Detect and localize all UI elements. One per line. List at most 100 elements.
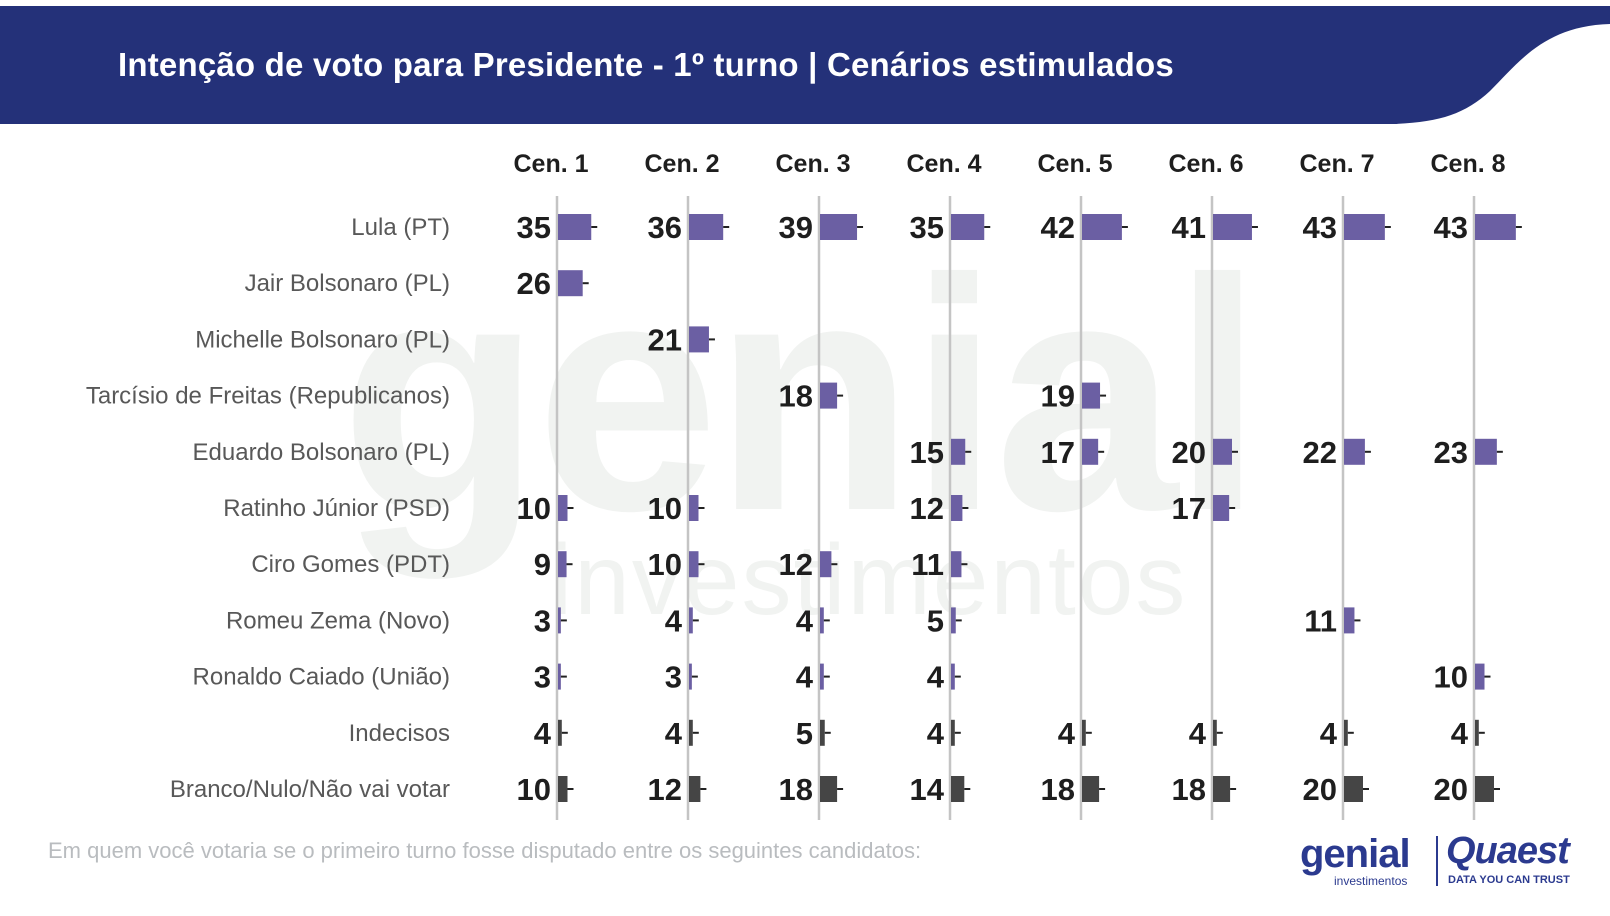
logo-divider (1436, 836, 1438, 886)
header-banner: Intenção de voto para Presidente - 1º tu… (0, 6, 1610, 124)
bar-indecisos-cen-8 (1475, 719, 1479, 746)
bar-eduardo-bolsonaro-pl-cen-6 (1213, 438, 1232, 465)
bar-eduardo-bolsonaro-pl-cen-4 (951, 438, 966, 465)
bar-indecisos-cen-6 (1213, 719, 1217, 746)
bar-romeu-zema-novo-cen-2 (689, 607, 693, 634)
bar-ciro-gomes-pdt-cen-3 (820, 551, 832, 578)
value-label-lula-pt-cen-8: 43 (1434, 210, 1468, 245)
row-label-tarcisio-de-freitas-republicanos: Tarcísio de Freitas (Republicanos) (86, 383, 450, 410)
value-label-lula-pt-cen-2: 36 (648, 210, 682, 245)
bar-eduardo-bolsonaro-pl-cen-5 (1082, 438, 1099, 465)
value-label-indecisos-cen-7: 4 (1320, 716, 1338, 751)
row-label-lula-pt: Lula (PT) (351, 214, 450, 241)
value-label-eduardo-bolsonaro-pl-cen-7: 22 (1303, 435, 1337, 470)
value-label-branco-nulo-nao-vai-votar-cen-3: 18 (779, 772, 813, 807)
value-label-eduardo-bolsonaro-pl-cen-4: 15 (910, 435, 944, 470)
value-label-branco-nulo-nao-vai-votar-cen-2: 12 (648, 772, 682, 807)
value-label-ratinho-junior-psd-cen-4: 12 (910, 491, 944, 526)
value-label-tarcisio-de-freitas-republicanos-cen-3: 18 (779, 379, 813, 414)
bar-lula-pt-cen-2 (689, 214, 724, 240)
bar-ronaldo-caiado-uniao-cen-3 (820, 663, 824, 690)
value-label-eduardo-bolsonaro-pl-cen-6: 20 (1172, 435, 1206, 470)
value-label-indecisos-cen-2: 4 (665, 716, 683, 751)
bar-indecisos-cen-1 (558, 719, 562, 746)
header-background (0, 6, 1610, 124)
bar-branco-nulo-nao-vai-votar-cen-2 (689, 776, 701, 802)
bar-branco-nulo-nao-vai-votar-cen-7 (1344, 776, 1363, 802)
bar-lula-pt-cen-1 (558, 214, 592, 240)
value-label-ronaldo-caiado-uniao-cen-3: 4 (796, 660, 814, 695)
bar-branco-nulo-nao-vai-votar-cen-6 (1213, 776, 1231, 802)
value-label-lula-pt-cen-4: 35 (910, 210, 944, 245)
value-label-indecisos-cen-8: 4 (1451, 716, 1469, 751)
bar-lula-pt-cen-7 (1344, 214, 1385, 240)
row-label-ciro-gomes-pdt: Ciro Gomes (PDT) (251, 551, 450, 578)
value-label-branco-nulo-nao-vai-votar-cen-8: 20 (1434, 772, 1468, 807)
value-label-romeu-zema-novo-cen-3: 4 (796, 603, 814, 638)
value-label-ciro-gomes-pdt-cen-2: 10 (648, 547, 682, 582)
scenario-header-cen-4: Cen. 4 (906, 150, 981, 178)
bar-branco-nulo-nao-vai-votar-cen-4 (951, 776, 965, 802)
quaest-logo-sub: DATA YOU CAN TRUST (1448, 874, 1570, 886)
bar-romeu-zema-novo-cen-7 (1344, 607, 1355, 634)
value-label-romeu-zema-novo-cen-7: 11 (1304, 603, 1337, 638)
value-label-lula-pt-cen-6: 41 (1172, 210, 1206, 245)
bar-ciro-gomes-pdt-cen-4 (951, 551, 962, 578)
bar-indecisos-cen-7 (1344, 719, 1348, 746)
bar-ronaldo-caiado-uniao-cen-1 (558, 663, 561, 690)
survey-question: Em quem você votaria se o primeiro turno… (48, 838, 922, 863)
bar-romeu-zema-novo-cen-1 (558, 607, 561, 634)
bar-romeu-zema-novo-cen-4 (951, 607, 956, 634)
bar-lula-pt-cen-5 (1082, 214, 1122, 240)
value-label-ratinho-junior-psd-cen-2: 10 (648, 491, 682, 526)
value-label-ciro-gomes-pdt-cen-3: 12 (779, 547, 813, 582)
genial-logo: genial investimentos (1300, 834, 1430, 888)
row-label-jair-bolsonaro-pl: Jair Bolsonaro (PL) (245, 270, 450, 297)
bar-branco-nulo-nao-vai-votar-cen-8 (1475, 776, 1494, 802)
value-label-lula-pt-cen-1: 35 (517, 210, 551, 245)
value-label-romeu-zema-novo-cen-4: 5 (927, 603, 944, 638)
value-label-eduardo-bolsonaro-pl-cen-5: 17 (1041, 435, 1075, 470)
bar-lula-pt-cen-6 (1213, 214, 1252, 240)
value-label-ratinho-junior-psd-cen-6: 17 (1172, 491, 1206, 526)
value-label-indecisos-cen-4: 4 (927, 716, 945, 751)
bar-jair-bolsonaro-pl-cen-1 (558, 270, 583, 297)
bar-lula-pt-cen-4 (951, 214, 985, 240)
bar-eduardo-bolsonaro-pl-cen-7 (1344, 438, 1365, 465)
value-label-indecisos-cen-1: 4 (534, 716, 552, 751)
value-label-lula-pt-cen-3: 39 (779, 210, 813, 245)
value-label-ciro-gomes-pdt-cen-1: 9 (534, 547, 551, 582)
value-label-ronaldo-caiado-uniao-cen-4: 4 (927, 660, 945, 695)
value-label-branco-nulo-nao-vai-votar-cen-1: 10 (517, 772, 551, 807)
row-label-michelle-bolsonaro-pl: Michelle Bolsonaro (PL) (195, 326, 450, 353)
row-label-indecisos: Indecisos (349, 720, 450, 747)
bar-lula-pt-cen-3 (820, 214, 858, 240)
row-label-ronaldo-caiado-uniao: Ronaldo Caiado (União) (193, 664, 450, 691)
quaest-logo-word: Quaest (1446, 830, 1570, 872)
bar-ratinho-junior-psd-cen-2 (689, 495, 699, 521)
value-label-ronaldo-caiado-uniao-cen-1: 3 (534, 660, 551, 695)
bar-indecisos-cen-4 (951, 719, 955, 746)
value-label-ronaldo-caiado-uniao-cen-2: 3 (665, 660, 682, 695)
bar-indecisos-cen-2 (689, 719, 693, 746)
scenario-header-cen-7: Cen. 7 (1299, 150, 1374, 178)
bar-eduardo-bolsonaro-pl-cen-8 (1475, 438, 1497, 465)
scenario-header-cen-1: Cen. 1 (513, 150, 588, 178)
genial-logo-sub: investimentos (1334, 874, 1408, 888)
bar-ratinho-junior-psd-cen-6 (1213, 495, 1230, 521)
bar-lula-pt-cen-8 (1475, 214, 1516, 240)
scenario-header-cen-3: Cen. 3 (775, 150, 850, 178)
bar-branco-nulo-nao-vai-votar-cen-1 (558, 776, 568, 802)
scenario-header-cen-8: Cen. 8 (1430, 150, 1505, 178)
value-label-branco-nulo-nao-vai-votar-cen-7: 20 (1303, 772, 1337, 807)
bar-ratinho-junior-psd-cen-4 (951, 495, 963, 521)
row-label-ratinho-junior-psd: Ratinho Júnior (PSD) (223, 495, 450, 522)
value-label-branco-nulo-nao-vai-votar-cen-6: 18 (1172, 772, 1206, 807)
genial-logo-word: genial (1300, 832, 1411, 876)
row-label-eduardo-bolsonaro-pl: Eduardo Bolsonaro (PL) (193, 439, 450, 466)
row-label-branco-nulo-nao-vai-votar: Branco/Nulo/Não vai votar (170, 776, 450, 803)
page-title: Intenção de voto para Presidente - 1º tu… (118, 46, 1174, 83)
value-label-ratinho-junior-psd-cen-1: 10 (517, 491, 551, 526)
bar-ronaldo-caiado-uniao-cen-4 (951, 663, 955, 690)
